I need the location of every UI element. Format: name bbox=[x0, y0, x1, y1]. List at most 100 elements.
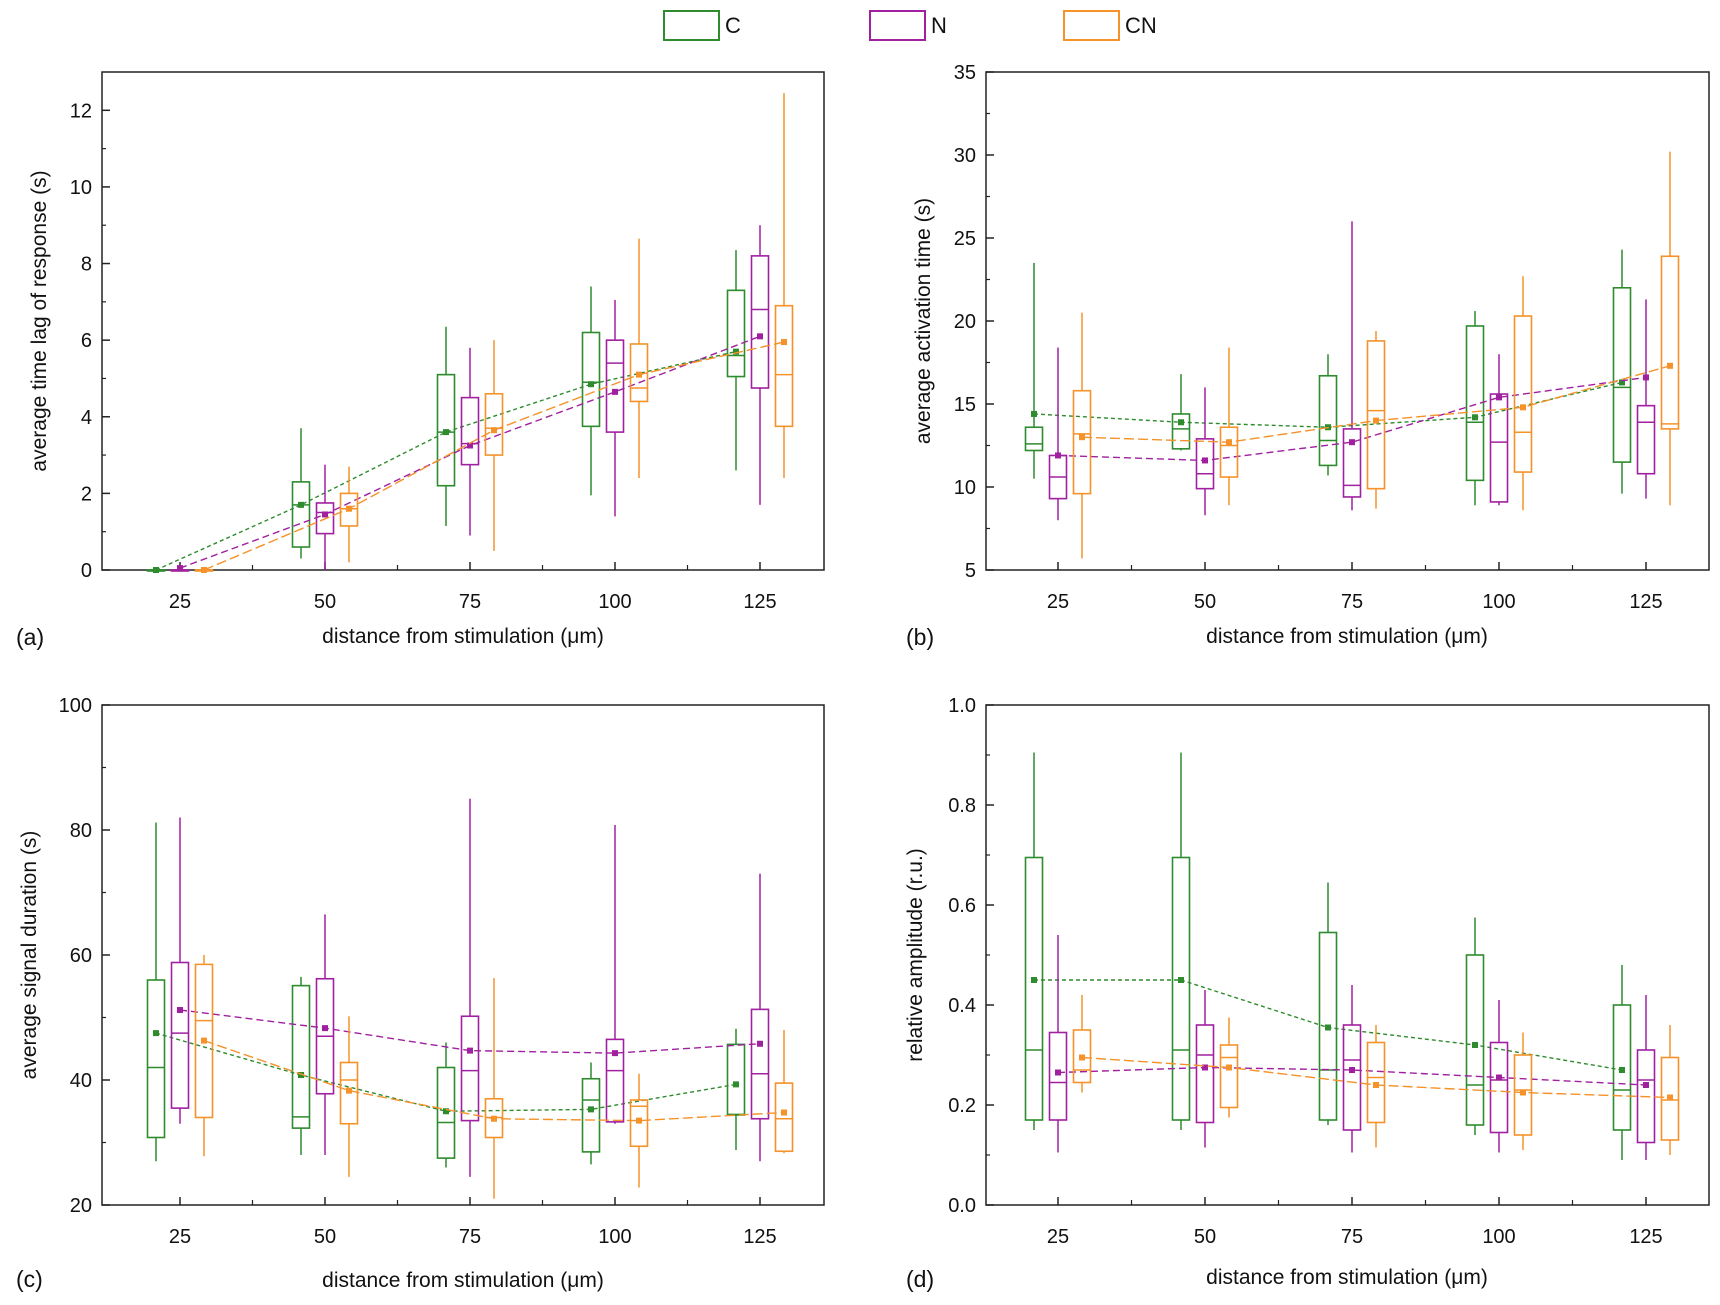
y-tick-label: 10 bbox=[70, 177, 92, 199]
iqr-box bbox=[726, 1043, 746, 1116]
mean-marker bbox=[781, 1109, 787, 1116]
y-tick-label: 0.6 bbox=[948, 895, 976, 917]
iqr-box bbox=[1660, 255, 1680, 430]
mean-marker bbox=[636, 1117, 642, 1124]
box-cn-75 bbox=[1366, 1025, 1386, 1148]
mean-marker bbox=[1178, 977, 1184, 983]
iqr-box bbox=[1366, 1041, 1386, 1124]
iqr-box bbox=[1195, 1024, 1215, 1124]
series-n bbox=[1048, 935, 1656, 1160]
mean-marker bbox=[491, 427, 497, 434]
iqr-box bbox=[436, 373, 456, 487]
box-c-50 bbox=[1171, 752, 1191, 1130]
iqr-box bbox=[1072, 1029, 1092, 1084]
box-n-75 bbox=[460, 798, 480, 1177]
box-c-125 bbox=[1612, 965, 1632, 1160]
box-cn-125 bbox=[1660, 151, 1680, 506]
x-axis-label: distance from stimulation (μm) bbox=[322, 625, 604, 648]
y-tick-label: 80 bbox=[70, 820, 92, 842]
box-cn-125 bbox=[774, 1030, 794, 1154]
legend-item-cn: CN bbox=[1063, 10, 1157, 41]
iqr-box bbox=[1489, 393, 1509, 503]
mean-marker bbox=[1472, 414, 1478, 421]
mean-marker bbox=[1667, 1094, 1673, 1101]
x-tick-label: 75 bbox=[1341, 591, 1363, 613]
iqr-box bbox=[1636, 1049, 1656, 1144]
mean-marker bbox=[781, 339, 787, 346]
legend-item-n: N bbox=[869, 10, 947, 41]
box-c-25 bbox=[146, 567, 166, 573]
mean-line bbox=[1081, 365, 1671, 443]
panel-d: 0.0 0.2 0.4 0.6 0.8 1.0 25 50 75 100 125 relative… bbox=[904, 695, 1710, 1292]
box-n-125 bbox=[750, 225, 770, 505]
y-axis-label: average activation time (s) bbox=[912, 198, 935, 444]
iqr-box bbox=[1195, 438, 1215, 490]
iqr-box bbox=[1636, 404, 1656, 475]
x-tick-label: 50 bbox=[314, 1226, 336, 1248]
mean-marker bbox=[1325, 1024, 1331, 1031]
legend-item-c: C bbox=[663, 10, 741, 41]
y-tick-label: 0.2 bbox=[948, 1095, 976, 1117]
iqr-box bbox=[436, 1066, 456, 1159]
series-cn bbox=[1072, 151, 1680, 559]
box-cn-50 bbox=[1219, 1017, 1239, 1118]
box-plots bbox=[146, 93, 794, 573]
y-tick-label: 0 bbox=[81, 560, 92, 582]
y-tick-label: 8 bbox=[81, 254, 92, 276]
legend-swatch-cn bbox=[1063, 10, 1120, 41]
series-n bbox=[170, 225, 770, 572]
y-tick-label: 10 bbox=[954, 477, 976, 499]
mean-marker bbox=[1667, 362, 1673, 369]
y-tick-label: 30 bbox=[954, 145, 976, 167]
mean-marker bbox=[636, 371, 642, 378]
box-cn-100 bbox=[1513, 1032, 1533, 1150]
y-tick-label: 2 bbox=[81, 483, 92, 505]
box-cn-25 bbox=[1072, 312, 1092, 559]
y-tick-label: 20 bbox=[954, 311, 976, 333]
legend-label-c: C bbox=[725, 13, 741, 38]
iqr-box bbox=[1612, 1004, 1632, 1131]
box-cn-75 bbox=[1366, 330, 1386, 509]
mean-marker bbox=[1643, 374, 1649, 381]
mean-marker bbox=[1496, 1074, 1502, 1081]
legend-swatch-n bbox=[869, 10, 926, 41]
mean-marker bbox=[1619, 379, 1625, 386]
box-cn-50 bbox=[1219, 347, 1239, 506]
box-c-25 bbox=[1024, 262, 1044, 479]
x-axis-ticks: 25 50 75 100 125 bbox=[169, 1197, 777, 1248]
iqr-box bbox=[726, 289, 746, 378]
iqr-box bbox=[146, 979, 166, 1139]
iqr-box bbox=[1318, 931, 1338, 1121]
series-cn bbox=[1072, 995, 1680, 1155]
box-c-75 bbox=[1318, 882, 1338, 1125]
iqr-box bbox=[1072, 389, 1092, 495]
box-cn-125 bbox=[1660, 1025, 1680, 1155]
mean-marker bbox=[491, 1115, 497, 1122]
iqr-box bbox=[1171, 413, 1191, 450]
plot-frame bbox=[985, 71, 1710, 571]
mean-marker bbox=[1055, 452, 1061, 459]
legend: C N CN bbox=[663, 10, 1157, 41]
mean-marker bbox=[1643, 1082, 1649, 1088]
iqr-box bbox=[629, 1099, 649, 1148]
panel-label: (d) bbox=[906, 1266, 934, 1292]
iqr-box bbox=[1513, 1054, 1533, 1136]
iqr-box bbox=[1342, 1024, 1362, 1131]
mean-marker bbox=[322, 511, 328, 518]
y-axis-ticks: 20 40 60 80 100 bbox=[59, 695, 110, 1217]
y-tick-label: 6 bbox=[81, 330, 92, 352]
mean-marker bbox=[1619, 1067, 1625, 1073]
iqr-box bbox=[605, 339, 625, 433]
mean-marker bbox=[757, 1040, 763, 1047]
mean-marker bbox=[1496, 394, 1502, 401]
y-tick-label: 12 bbox=[70, 100, 92, 122]
mean-marker bbox=[177, 1007, 183, 1013]
mean-marker bbox=[1031, 977, 1037, 983]
panel-b: 5 10 15 20 25 30 35 25 50 75 100 125 average activ… bbox=[906, 62, 1710, 650]
panel-label: (b) bbox=[906, 624, 934, 650]
mean-marker bbox=[1178, 419, 1184, 426]
x-tick-label: 125 bbox=[743, 1226, 776, 1248]
plot-frame bbox=[101, 71, 825, 571]
mean-marker bbox=[201, 1037, 207, 1044]
